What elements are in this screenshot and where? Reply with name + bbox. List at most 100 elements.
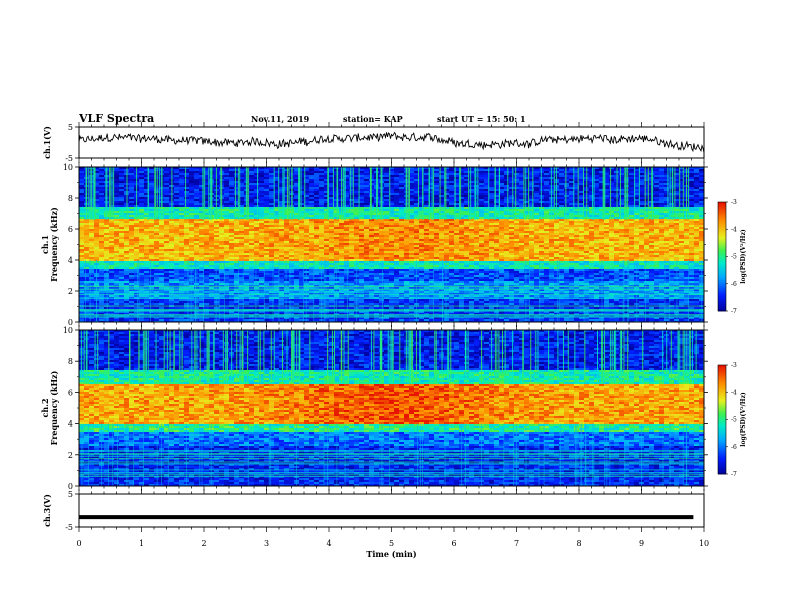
spectrogram-cell bbox=[354, 191, 360, 194]
spectrogram-cell bbox=[539, 233, 545, 236]
spectrogram-cell bbox=[379, 221, 385, 224]
spectrogram-cell bbox=[199, 203, 205, 206]
spectrogram-cell bbox=[514, 201, 520, 204]
spectrogram-cell bbox=[349, 239, 355, 242]
spectrogram-cell bbox=[104, 235, 110, 238]
spectrogram-cell bbox=[449, 171, 455, 174]
spectrogram-cell bbox=[484, 221, 490, 224]
spectrogram-cell bbox=[269, 203, 275, 206]
spectrogram-cell bbox=[664, 225, 670, 228]
spectrogram-cell bbox=[659, 199, 665, 202]
spectrogram-cell bbox=[589, 193, 595, 196]
spectrogram-cell bbox=[699, 227, 704, 230]
spectrogram-cell bbox=[189, 221, 195, 224]
spectrogram-cell bbox=[674, 231, 680, 234]
spectrogram-cell bbox=[694, 183, 700, 186]
spectrogram-cell bbox=[394, 209, 400, 212]
spectrogram-cell bbox=[324, 189, 330, 192]
spectrogram-cell bbox=[149, 185, 155, 188]
spectrogram-cell bbox=[264, 183, 270, 186]
spectrogram-cell bbox=[399, 183, 405, 186]
spectrogram-cell bbox=[99, 215, 105, 218]
spectrogram-cell bbox=[489, 219, 495, 222]
spectrogram-cell bbox=[174, 191, 180, 194]
spectrogram-cell bbox=[109, 231, 115, 234]
spectrogram-cell bbox=[659, 201, 665, 204]
spectrogram-cell bbox=[319, 231, 325, 234]
spectrogram-cell bbox=[444, 191, 450, 194]
spectrogram-cell bbox=[394, 207, 400, 210]
spectrogram-cell bbox=[324, 199, 330, 202]
spectrogram-cell bbox=[269, 167, 275, 170]
spectrogram-cell bbox=[564, 205, 570, 208]
spectrogram-cell bbox=[99, 203, 105, 206]
spectrogram-cell bbox=[594, 203, 600, 206]
spectrogram-cell bbox=[224, 173, 230, 176]
spectrogram-cell bbox=[269, 217, 275, 220]
spectrogram-cell bbox=[204, 175, 210, 178]
spectrogram-cell bbox=[639, 185, 645, 188]
spectrogram-cell bbox=[239, 219, 245, 222]
spectrogram-cell bbox=[189, 199, 195, 202]
spectrogram-cell bbox=[519, 219, 525, 222]
spectrogram-cell bbox=[509, 189, 515, 192]
spectrogram-cell bbox=[119, 197, 125, 200]
spectrogram-cell bbox=[559, 207, 565, 210]
spectrogram-cell bbox=[639, 205, 645, 208]
spectrogram-cell bbox=[169, 241, 175, 244]
spectrogram-cell bbox=[289, 231, 295, 234]
spectrogram-cell bbox=[294, 171, 300, 174]
spectrogram-cell bbox=[119, 241, 125, 244]
spectrogram-cell bbox=[129, 219, 135, 222]
spectrogram-cell bbox=[254, 213, 260, 216]
spectrogram-cell bbox=[179, 189, 185, 192]
spectrogram-cell bbox=[259, 231, 265, 234]
spectrogram-cell bbox=[444, 237, 450, 240]
spectrogram-cell bbox=[94, 199, 100, 202]
spectrogram-cell bbox=[474, 209, 480, 212]
spectrogram-cell bbox=[164, 197, 170, 200]
spectrogram-cell bbox=[384, 243, 390, 246]
spectrogram-cell bbox=[199, 221, 205, 224]
spectrogram-cell bbox=[699, 237, 704, 240]
spectrogram-cell bbox=[194, 221, 200, 224]
spectrogram-cell bbox=[609, 207, 615, 210]
spectrogram-cell bbox=[264, 235, 270, 238]
spectrogram-cell bbox=[424, 231, 430, 234]
spectrogram-cell bbox=[99, 225, 105, 228]
spectrogram-cell bbox=[314, 175, 320, 178]
spectrogram-cell bbox=[479, 189, 485, 192]
spectrogram-cell bbox=[324, 229, 330, 232]
spectrogram-cell bbox=[444, 169, 450, 172]
spectrogram-cell bbox=[239, 197, 245, 200]
spectrogram-cell bbox=[194, 215, 200, 218]
spectrogram-cell bbox=[154, 171, 160, 174]
spectrogram-cell bbox=[524, 239, 530, 242]
spectrogram-cell bbox=[699, 239, 704, 242]
spectrogram-cell bbox=[409, 171, 415, 174]
spectrogram-cell bbox=[94, 177, 100, 180]
spectrogram-cell bbox=[494, 187, 500, 190]
spectrogram-cell bbox=[569, 223, 575, 226]
spectrogram-cell bbox=[424, 195, 430, 198]
spectrogram-cell bbox=[434, 225, 440, 228]
spectrogram-cell bbox=[359, 205, 365, 208]
spectrogram-cell bbox=[699, 183, 704, 186]
spectrogram-cell bbox=[569, 201, 575, 204]
spectrogram-cell bbox=[239, 193, 245, 196]
spectrogram-cell bbox=[509, 221, 515, 224]
spectrogram-cell bbox=[99, 197, 105, 200]
spectrogram-cell bbox=[399, 201, 405, 204]
spectrogram-cell bbox=[244, 241, 250, 244]
spectrogram-cell bbox=[669, 233, 675, 236]
spectrogram-cell bbox=[394, 187, 400, 190]
spectrogram-cell bbox=[419, 171, 425, 174]
spectrogram-cell bbox=[304, 185, 310, 188]
spectrogram-cell bbox=[469, 223, 475, 226]
spectrogram-cell bbox=[464, 219, 470, 222]
spectrogram-cell bbox=[474, 243, 480, 246]
spectrogram-cell bbox=[529, 209, 535, 212]
spectrogram-cell bbox=[324, 185, 330, 188]
spectrogram-cell bbox=[109, 245, 115, 248]
spectrogram-cell bbox=[149, 175, 155, 178]
